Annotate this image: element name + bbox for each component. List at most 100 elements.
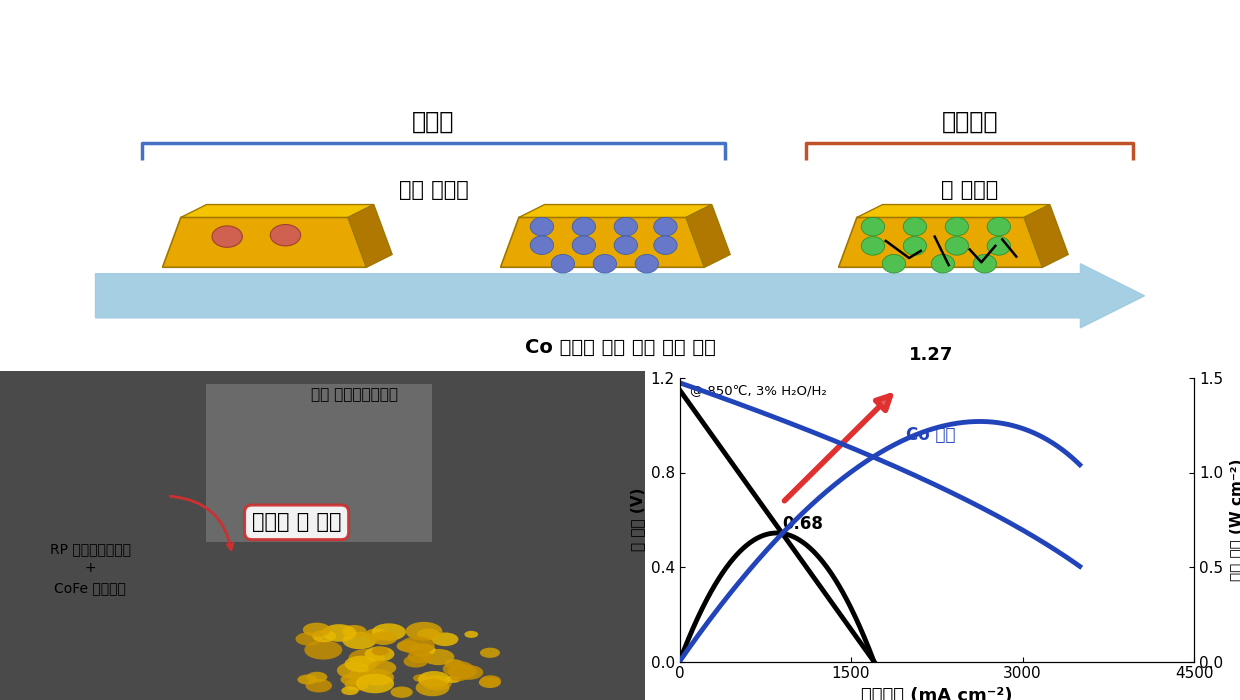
Ellipse shape bbox=[862, 237, 884, 256]
Ellipse shape bbox=[531, 218, 553, 236]
Ellipse shape bbox=[614, 236, 637, 254]
Text: 1.27: 1.27 bbox=[909, 346, 954, 364]
Circle shape bbox=[366, 631, 396, 646]
Circle shape bbox=[295, 624, 319, 637]
Circle shape bbox=[438, 668, 461, 681]
Circle shape bbox=[308, 644, 330, 656]
Polygon shape bbox=[501, 218, 704, 267]
Ellipse shape bbox=[614, 218, 637, 236]
Circle shape bbox=[334, 626, 368, 644]
Ellipse shape bbox=[903, 237, 926, 256]
Circle shape bbox=[356, 654, 373, 664]
Circle shape bbox=[355, 668, 391, 686]
Circle shape bbox=[374, 638, 405, 654]
Circle shape bbox=[340, 674, 360, 684]
Circle shape bbox=[436, 621, 465, 636]
Circle shape bbox=[399, 659, 423, 671]
Circle shape bbox=[430, 657, 450, 666]
Text: 0.68: 0.68 bbox=[782, 515, 823, 533]
Circle shape bbox=[299, 664, 316, 673]
Circle shape bbox=[391, 643, 428, 663]
Ellipse shape bbox=[653, 218, 677, 236]
Circle shape bbox=[367, 643, 393, 657]
Text: @ 850℃, 3% H₂O/H₂: @ 850℃, 3% H₂O/H₂ bbox=[689, 384, 827, 397]
Circle shape bbox=[393, 665, 413, 675]
Polygon shape bbox=[857, 204, 1050, 218]
Circle shape bbox=[435, 685, 459, 696]
Circle shape bbox=[324, 672, 341, 681]
Circle shape bbox=[382, 631, 413, 646]
Circle shape bbox=[443, 652, 470, 666]
Ellipse shape bbox=[987, 237, 1011, 256]
X-axis label: 전류밀도 (mA cm⁻²): 전류밀도 (mA cm⁻²) bbox=[861, 687, 1013, 700]
Text: 가역적: 가역적 bbox=[413, 110, 455, 134]
Circle shape bbox=[336, 648, 368, 664]
Circle shape bbox=[435, 631, 456, 642]
Ellipse shape bbox=[945, 218, 968, 236]
Circle shape bbox=[298, 625, 334, 643]
Text: Co 도핑에 의한 산소 공공 증가: Co 도핑에 의한 산소 공공 증가 bbox=[525, 338, 715, 357]
Text: Co 도핑: Co 도핑 bbox=[906, 426, 956, 444]
Circle shape bbox=[347, 643, 366, 652]
Polygon shape bbox=[1024, 204, 1068, 267]
Circle shape bbox=[420, 654, 453, 671]
Circle shape bbox=[463, 668, 489, 682]
Circle shape bbox=[296, 643, 329, 659]
Circle shape bbox=[334, 673, 361, 687]
Ellipse shape bbox=[903, 218, 926, 236]
Ellipse shape bbox=[945, 237, 968, 256]
Circle shape bbox=[439, 669, 458, 679]
Circle shape bbox=[317, 658, 351, 676]
Ellipse shape bbox=[552, 254, 574, 273]
Ellipse shape bbox=[653, 236, 677, 254]
Circle shape bbox=[337, 654, 356, 664]
Ellipse shape bbox=[973, 254, 997, 273]
Circle shape bbox=[305, 646, 325, 656]
Circle shape bbox=[384, 678, 410, 692]
Polygon shape bbox=[181, 204, 373, 218]
Circle shape bbox=[388, 622, 420, 639]
Text: 비가역적: 비가역적 bbox=[941, 110, 998, 134]
Polygon shape bbox=[162, 218, 367, 267]
Circle shape bbox=[346, 653, 374, 668]
FancyArrow shape bbox=[95, 264, 1145, 328]
Ellipse shape bbox=[862, 218, 884, 236]
Polygon shape bbox=[348, 204, 392, 267]
Circle shape bbox=[474, 652, 489, 659]
Bar bbox=[206, 384, 432, 542]
Y-axis label: 전력 밀도 (W cm⁻²): 전력 밀도 (W cm⁻²) bbox=[1229, 458, 1240, 581]
Circle shape bbox=[347, 681, 366, 690]
Circle shape bbox=[365, 643, 389, 655]
Ellipse shape bbox=[635, 254, 658, 273]
Circle shape bbox=[308, 643, 327, 653]
Circle shape bbox=[463, 637, 501, 657]
Ellipse shape bbox=[987, 218, 1011, 236]
Ellipse shape bbox=[593, 254, 616, 273]
Circle shape bbox=[436, 636, 459, 648]
Circle shape bbox=[353, 668, 378, 680]
Polygon shape bbox=[518, 204, 712, 218]
Y-axis label: 셀 전압 (V): 셀 전압 (V) bbox=[630, 488, 645, 552]
Ellipse shape bbox=[931, 254, 955, 273]
Ellipse shape bbox=[572, 236, 595, 254]
Ellipse shape bbox=[531, 236, 553, 254]
Ellipse shape bbox=[270, 225, 300, 246]
Polygon shape bbox=[838, 218, 1043, 267]
Circle shape bbox=[392, 675, 428, 693]
Text: 용출 극대화: 용출 극대화 bbox=[398, 180, 469, 200]
Polygon shape bbox=[686, 204, 730, 267]
Circle shape bbox=[321, 684, 341, 694]
Circle shape bbox=[306, 665, 332, 678]
Ellipse shape bbox=[572, 218, 595, 236]
Circle shape bbox=[429, 631, 460, 647]
Ellipse shape bbox=[212, 226, 242, 247]
Circle shape bbox=[293, 638, 325, 655]
Text: 상 불안정: 상 불안정 bbox=[941, 180, 998, 200]
Text: 가역적 상 전이: 가역적 상 전이 bbox=[252, 512, 341, 532]
Ellipse shape bbox=[883, 254, 905, 273]
Text: RP 페로브스카이트
+
CoFe 나노입자: RP 페로브스카이트 + CoFe 나노입자 bbox=[50, 542, 130, 595]
Circle shape bbox=[365, 682, 383, 692]
Circle shape bbox=[298, 677, 312, 685]
Circle shape bbox=[464, 671, 491, 685]
Text: 이중 페로브스카이트: 이중 페로브스카이트 bbox=[311, 388, 398, 402]
